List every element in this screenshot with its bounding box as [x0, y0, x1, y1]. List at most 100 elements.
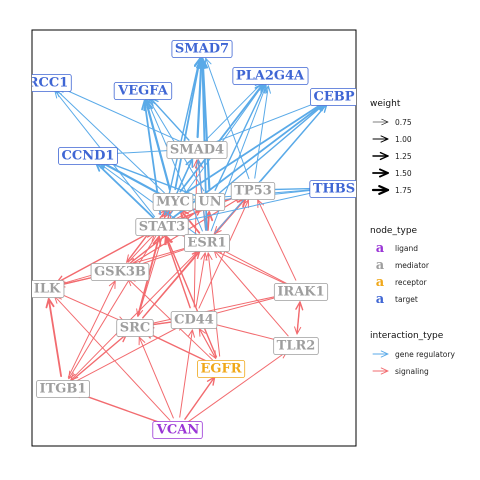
- node-label: CCND1: [62, 149, 115, 164]
- node-label: VEGFA: [117, 84, 169, 99]
- edge-signaling-egfr-esr1: [205, 252, 221, 357]
- node-label: TLR2: [277, 339, 316, 354]
- edge-signaling-vcan-src: [138, 336, 174, 419]
- node-label: ESR1: [187, 236, 226, 251]
- node-label: SMAD7: [175, 42, 229, 57]
- node-label: STAT3: [139, 220, 185, 235]
- node-box: [309, 180, 356, 198]
- node-label: ITGB1: [40, 382, 87, 397]
- node-rcc1[interactable]: RCC1: [25, 74, 72, 92]
- edge-gene-regulatory-tp53-pla2g4a: [254, 85, 271, 179]
- node-gsk3b[interactable]: GSK3B: [90, 263, 150, 281]
- edge-signaling-itgb1-ilk: [45, 297, 63, 378]
- node-box: [310, 88, 356, 106]
- node-jun[interactable]: UN: [194, 193, 226, 211]
- legend-node-type-label: target: [395, 295, 418, 304]
- node-thbs[interactable]: THBS: [309, 180, 358, 198]
- node-label: RCC1: [28, 76, 69, 91]
- node-box: [58, 147, 118, 165]
- edge-gene-regulatory-smad4-smad7: [197, 58, 205, 138]
- node-itgb1[interactable]: ITGB1: [36, 380, 90, 398]
- legend-node-type-glyph: a: [376, 241, 385, 256]
- node-smad7[interactable]: SMAD7: [171, 40, 233, 58]
- legend-node-type-title: node_type: [370, 226, 418, 236]
- legend-node-type-label: receptor: [395, 278, 428, 287]
- node-box: [36, 380, 90, 398]
- node-label: TP53: [234, 184, 272, 199]
- node-box: [232, 67, 309, 85]
- node-box: [273, 283, 329, 301]
- node-box: [152, 193, 194, 211]
- node-box: [152, 421, 203, 439]
- node-tp53[interactable]: TP53: [230, 182, 276, 200]
- node-box: [170, 311, 218, 329]
- legend-node-type-glyph: a: [376, 275, 385, 290]
- edge-signaling-cd44-tp53: [198, 199, 249, 309]
- node-box: [116, 319, 154, 337]
- edge-signaling-cd44-egfr: [199, 329, 217, 359]
- edge-signaling-irak1-tlr2: [294, 302, 302, 335]
- node-box: [135, 218, 189, 236]
- node-label: SMAD4: [170, 143, 224, 158]
- node-box: [194, 193, 226, 211]
- node-smad4[interactable]: SMAD4: [166, 141, 228, 159]
- node-src[interactable]: SRC: [116, 319, 154, 337]
- legend-weight-arrow: [372, 151, 389, 161]
- node-irak1[interactable]: IRAK1: [273, 283, 329, 301]
- node-stat3[interactable]: STAT3: [135, 218, 189, 236]
- legend-weight-arrow: [371, 185, 390, 195]
- legend-weight-label: 1.75: [395, 186, 412, 195]
- legend-interaction-type-label: gene regulatory: [395, 350, 455, 359]
- legend-weight-label: 1.50: [395, 169, 412, 178]
- node-box: [113, 82, 173, 100]
- node-vcan[interactable]: VCAN: [152, 421, 203, 439]
- node-myc[interactable]: MYC: [152, 193, 194, 211]
- legend: weight 0.75 1.00 1.25 1.50 1.75 node_type a l…: [370, 99, 455, 376]
- node-label: SRC: [120, 321, 151, 336]
- node-layer: SMAD7 PLA2G4A RCC1 VEGFA CEBP CCND1 SMAD4 TP53 T…: [25, 40, 358, 439]
- node-ilk[interactable]: ILK: [31, 280, 65, 298]
- legend-node-type-glyph: a: [376, 258, 385, 273]
- legend-weight-arrow: [372, 118, 389, 126]
- legend-weight: weight 0.75 1.00 1.25 1.50 1.75: [370, 99, 412, 195]
- node-tlr2[interactable]: TLR2: [273, 337, 319, 355]
- node-label: MYC: [156, 195, 190, 210]
- legend-weight-label: 1.00: [395, 135, 412, 144]
- node-box: [230, 182, 276, 200]
- legend-node-type-glyph: a: [376, 292, 385, 307]
- legend-weight-label: 1.25: [395, 152, 412, 161]
- node-cebp[interactable]: CEBP: [310, 88, 357, 106]
- node-label: IRAK1: [277, 285, 324, 300]
- node-egfr[interactable]: EGFR: [197, 360, 246, 378]
- node-label: PLA2G4A: [236, 69, 305, 84]
- node-cd44[interactable]: CD44: [170, 311, 218, 329]
- node-box: [197, 360, 246, 378]
- node-box: [90, 263, 150, 281]
- node-box: [32, 280, 65, 298]
- node-box: [171, 40, 233, 58]
- node-vegfa[interactable]: VEGFA: [113, 82, 173, 100]
- node-label: THBS: [313, 182, 355, 197]
- legend-weight-label: 0.75: [395, 118, 412, 127]
- node-ccnd1[interactable]: CCND1: [58, 147, 118, 165]
- node-box: [166, 141, 228, 159]
- node-box: [273, 337, 319, 355]
- node-label: VCAN: [156, 423, 200, 438]
- legend-interaction-type-label: signaling: [395, 367, 429, 376]
- legend-interaction-type-title: interaction_type: [370, 331, 444, 341]
- node-label: CD44: [174, 313, 214, 328]
- edge-signaling-stat3-itgb1: [68, 235, 157, 380]
- node-box: [184, 234, 230, 252]
- legend-weight-arrow: [372, 135, 389, 143]
- node-esr1[interactable]: ESR1: [184, 234, 230, 252]
- node-label: GSK3B: [94, 265, 146, 280]
- legend-node-type-label: mediator: [395, 261, 430, 270]
- legend-node-type-label: ligand: [395, 244, 418, 253]
- legend-interaction-arrow-signaling: [372, 367, 389, 375]
- node-pla2g4a[interactable]: PLA2G4A: [232, 67, 309, 85]
- node-box: [32, 74, 72, 92]
- edge-signaling-vcan-cd44: [179, 329, 195, 418]
- node-label: CEBP: [313, 90, 354, 105]
- node-label: UN: [198, 195, 221, 210]
